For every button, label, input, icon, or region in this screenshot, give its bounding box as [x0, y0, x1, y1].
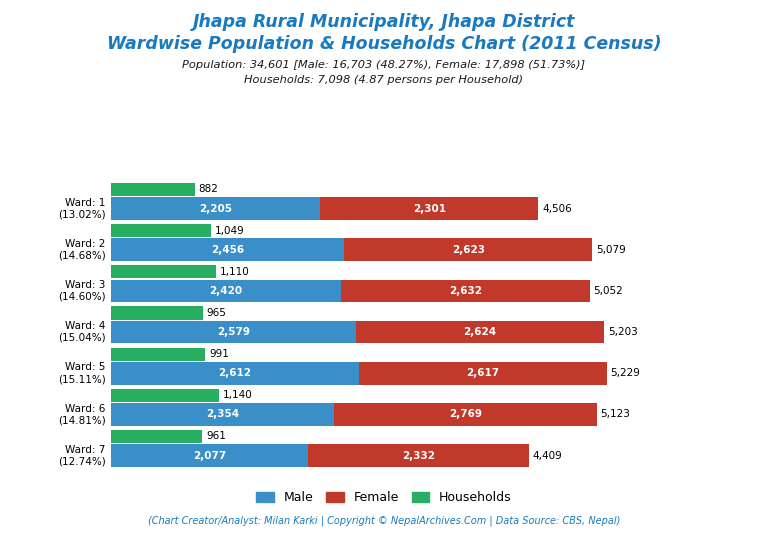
Bar: [111, 444, 308, 467]
Text: Population: 34,601 [Male: 16,703 (48.27%), Female: 17,898 (51.73%)]: Population: 34,601 [Male: 16,703 (48.27%…: [183, 60, 585, 70]
Text: 2,769: 2,769: [449, 410, 482, 420]
Bar: [308, 444, 529, 467]
Text: 2,420: 2,420: [210, 286, 243, 296]
Text: 2,617: 2,617: [466, 368, 499, 378]
Bar: [111, 307, 203, 319]
Bar: [111, 347, 205, 361]
Text: 1,110: 1,110: [220, 267, 250, 277]
Bar: [111, 265, 217, 278]
Text: 4,506: 4,506: [542, 204, 571, 213]
Text: 965: 965: [207, 308, 227, 318]
Text: 2,456: 2,456: [211, 245, 244, 255]
Bar: [111, 183, 195, 196]
Bar: [111, 239, 344, 261]
Bar: [344, 239, 592, 261]
Text: 2,624: 2,624: [463, 327, 496, 337]
Bar: [111, 197, 320, 220]
Text: 2,205: 2,205: [199, 204, 232, 213]
Text: 882: 882: [199, 184, 219, 195]
Text: 2,632: 2,632: [449, 286, 482, 296]
Bar: [359, 362, 607, 385]
Text: 2,301: 2,301: [412, 204, 445, 213]
Text: 991: 991: [209, 349, 229, 359]
Bar: [111, 224, 210, 237]
Text: 4,409: 4,409: [533, 451, 562, 460]
Text: 5,203: 5,203: [608, 327, 637, 337]
Bar: [111, 321, 356, 344]
Text: Jhapa Rural Municipality, Jhapa District: Jhapa Rural Municipality, Jhapa District: [193, 13, 575, 32]
Text: 2,332: 2,332: [402, 451, 435, 460]
Text: 1,049: 1,049: [214, 226, 244, 236]
Text: Households: 7,098 (4.87 persons per Household): Households: 7,098 (4.87 persons per Hous…: [244, 75, 524, 85]
Bar: [111, 389, 220, 402]
Bar: [111, 362, 359, 385]
Text: 1,140: 1,140: [223, 390, 253, 400]
Bar: [320, 197, 538, 220]
Bar: [334, 403, 597, 426]
Text: 2,077: 2,077: [193, 451, 227, 460]
Text: 5,123: 5,123: [601, 410, 631, 420]
Text: 5,052: 5,052: [594, 286, 624, 296]
Text: 2,623: 2,623: [452, 245, 485, 255]
Bar: [356, 321, 604, 344]
Text: 5,229: 5,229: [611, 368, 641, 378]
Bar: [111, 280, 340, 302]
Bar: [111, 403, 334, 426]
Bar: [340, 280, 590, 302]
Text: 961: 961: [206, 431, 226, 442]
Text: 2,612: 2,612: [219, 368, 252, 378]
Text: (Chart Creator/Analyst: Milan Karki | Copyright © NepalArchives.Com | Data Sourc: (Chart Creator/Analyst: Milan Karki | Co…: [147, 516, 621, 526]
Text: 2,579: 2,579: [217, 327, 250, 337]
Bar: [111, 430, 203, 443]
Text: 5,079: 5,079: [596, 245, 626, 255]
Text: Wardwise Population & Households Chart (2011 Census): Wardwise Population & Households Chart (…: [107, 35, 661, 53]
Text: 2,354: 2,354: [207, 410, 240, 420]
Legend: Male, Female, Households: Male, Female, Households: [251, 486, 517, 509]
